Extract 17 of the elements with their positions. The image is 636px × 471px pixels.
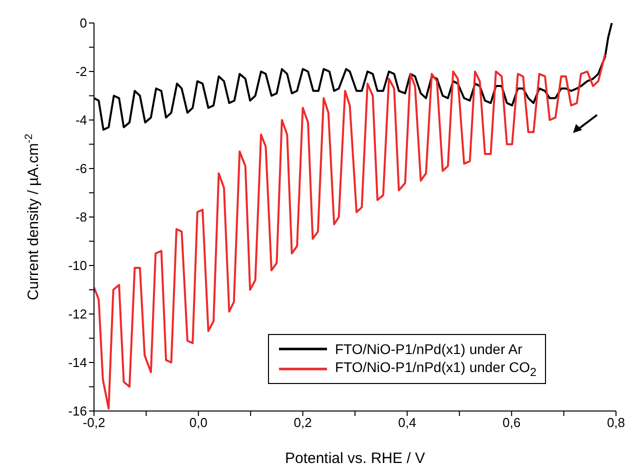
legend-label: FTO/NiO-P1/nPd(x1) under Ar xyxy=(335,341,522,357)
x-tick-label: 0,4 xyxy=(398,415,416,430)
x-tick-label: 0,2 xyxy=(294,415,312,430)
x-axis-title: Potential vs. RHE / V xyxy=(284,450,426,467)
y-tick-label: -2 xyxy=(75,64,87,80)
x-tick-label: 0,8 xyxy=(606,415,626,430)
legend-label: FTO/NiO-P1/nPd(x1) under CO$_{2}$ xyxy=(335,359,537,379)
y-tick-label: -6 xyxy=(75,161,87,176)
x-tick-label: 0,6 xyxy=(502,415,521,430)
y-tick-label: -14 xyxy=(68,355,87,370)
y-tick-label: -10 xyxy=(68,258,87,274)
y-tick-label: -8 xyxy=(75,210,87,225)
y-tick-label: 0 xyxy=(80,16,87,31)
y-tick-label: -4 xyxy=(75,112,87,128)
x-tick-label: 0,0 xyxy=(189,415,208,430)
line-series xyxy=(94,54,606,410)
y-tick-label: -12 xyxy=(68,306,87,322)
